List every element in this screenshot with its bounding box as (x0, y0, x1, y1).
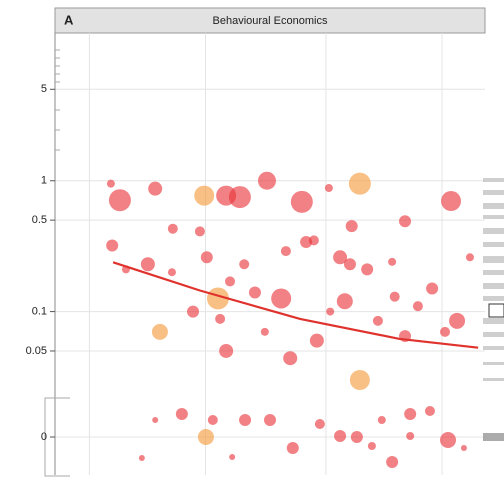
point (286, 442, 299, 454)
point (271, 288, 292, 309)
point (148, 181, 163, 196)
point (197, 429, 214, 445)
y-tick-label: 0.1 (32, 305, 47, 317)
point (175, 408, 188, 420)
point (228, 186, 251, 209)
zero-bracket (44, 397, 70, 477)
point (140, 257, 155, 272)
y-tick-label: 0.05 (26, 345, 47, 357)
point (449, 312, 466, 329)
point (290, 190, 313, 213)
point (386, 456, 399, 468)
point (389, 291, 400, 302)
point (406, 432, 415, 440)
y-tick-label: 1 (41, 175, 47, 187)
point (219, 343, 234, 358)
point (194, 226, 205, 237)
point (388, 257, 397, 266)
point (138, 455, 145, 461)
point (324, 184, 333, 193)
point (229, 454, 236, 460)
point (108, 189, 131, 212)
point (167, 223, 178, 234)
point (361, 263, 374, 276)
point (257, 171, 276, 190)
point (333, 250, 348, 265)
point (367, 442, 376, 450)
point (264, 414, 276, 426)
point (465, 253, 474, 262)
point (194, 185, 215, 206)
point (207, 415, 218, 425)
point (248, 286, 261, 299)
point (239, 259, 250, 270)
y-tick-label: 5 (41, 83, 47, 95)
point (239, 414, 252, 426)
point (424, 406, 435, 416)
point (167, 268, 176, 277)
point (426, 282, 439, 295)
point (336, 293, 353, 310)
point (326, 307, 335, 316)
point (349, 370, 370, 390)
point (377, 416, 386, 424)
point (412, 301, 423, 312)
point (348, 172, 371, 195)
y-tick-label: 0.5 (32, 214, 47, 226)
point (460, 445, 467, 451)
point (187, 305, 200, 318)
point (334, 430, 347, 442)
point (440, 432, 457, 448)
point (215, 313, 226, 324)
point (260, 327, 269, 336)
panel-header (54, 7, 486, 34)
point (280, 246, 291, 257)
point (343, 258, 356, 271)
point (225, 276, 236, 287)
point (151, 323, 168, 340)
point (106, 179, 115, 188)
point (440, 326, 451, 337)
point (372, 315, 383, 326)
point (350, 431, 363, 443)
minor-ticks (55, 49, 60, 151)
trend-line (112, 261, 479, 349)
density-strip (483, 178, 504, 441)
panel-label: A (64, 12, 74, 27)
point (200, 251, 213, 264)
point (308, 235, 319, 246)
point (106, 239, 119, 252)
point (283, 351, 298, 366)
point (404, 408, 417, 420)
point (152, 417, 159, 423)
point (441, 191, 462, 212)
point (399, 215, 412, 228)
point (345, 220, 358, 233)
point (314, 419, 325, 429)
chart-title: Behavioural Economics (213, 15, 328, 27)
y-tick-label: 0 (41, 431, 47, 443)
strip-marker (488, 303, 504, 318)
point (309, 333, 324, 348)
